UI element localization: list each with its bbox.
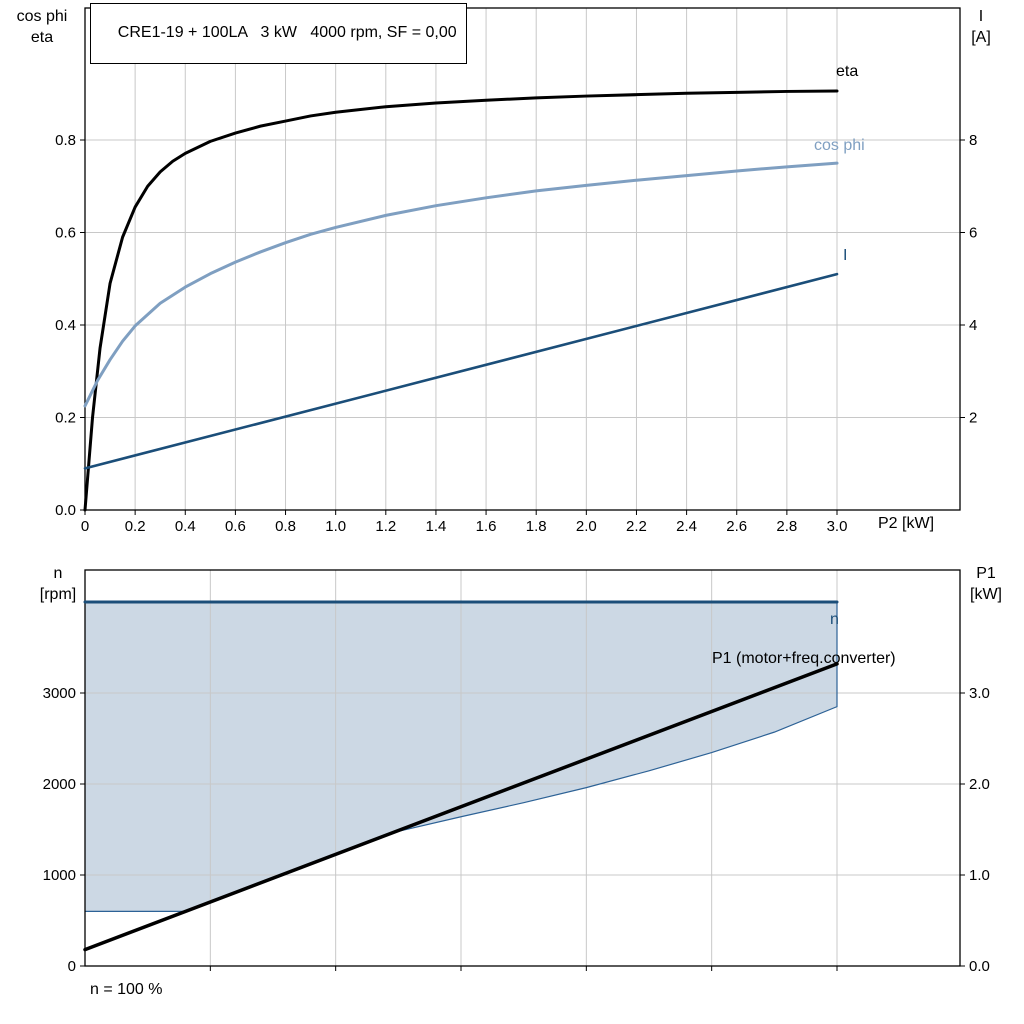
left-axis-title-line2: eta bbox=[30, 29, 54, 46]
tick-label: 0.4 bbox=[175, 518, 196, 535]
tick-label: 2.4 bbox=[676, 518, 697, 535]
tick-label: 1.2 bbox=[375, 518, 396, 535]
tick-label: 1.8 bbox=[526, 518, 547, 535]
tick-label: 0.0 bbox=[969, 958, 990, 975]
tick-label: 8 bbox=[969, 132, 977, 149]
eta-curve-label: eta bbox=[836, 63, 859, 80]
tick-label: 1000 bbox=[43, 867, 76, 884]
p1-axis-title-line2: [kW] bbox=[970, 586, 1002, 603]
series-p1-(motor+freq.converter) bbox=[83, 662, 839, 952]
tick-label: 0.0 bbox=[55, 502, 76, 519]
tick-label: 1.0 bbox=[325, 518, 346, 535]
tick-label: 0.2 bbox=[55, 410, 76, 427]
tick-label: 0.8 bbox=[55, 132, 76, 149]
left-axis-title-line1: cos phi bbox=[16, 8, 68, 25]
tick-label: 2.0 bbox=[576, 518, 597, 535]
tick-label: 6 bbox=[969, 225, 977, 242]
series-i bbox=[83, 272, 839, 470]
tick-label: 0.2 bbox=[125, 518, 146, 535]
tick-label: 2.8 bbox=[776, 518, 797, 535]
series-cos-phi bbox=[83, 161, 839, 408]
bottom-left-axis-title: n [rpm] bbox=[24, 563, 92, 605]
right-axis-title-line1: I bbox=[978, 8, 984, 25]
tick-label: 0.8 bbox=[275, 518, 296, 535]
tick-label: 0 bbox=[68, 958, 76, 975]
x-axis-title: P2 [kW] bbox=[878, 515, 935, 532]
tick-label: 1.0 bbox=[969, 867, 990, 884]
tick-label: 2.2 bbox=[626, 518, 647, 535]
plot-frame bbox=[84, 569, 961, 967]
tick-label: 2.6 bbox=[726, 518, 747, 535]
p1-curve-label: P1 (motor+freq.converter) bbox=[712, 650, 896, 667]
top-right-axis-title: I [A] bbox=[955, 6, 1007, 48]
bottom-right-axis-title: P1 [kW] bbox=[957, 563, 1015, 605]
tick-label: 1.6 bbox=[476, 518, 497, 535]
tick-label: 2 bbox=[969, 410, 977, 427]
series-eta bbox=[83, 89, 839, 512]
right-axis-title-line2: [A] bbox=[971, 29, 991, 46]
tick-label: 2000 bbox=[43, 776, 76, 793]
top-left-axis-title: cos phi eta bbox=[4, 6, 80, 48]
tick-label: 3000 bbox=[43, 685, 76, 702]
tick-label: 0 bbox=[81, 518, 89, 535]
tick-label: 2.0 bbox=[969, 776, 990, 793]
tick-label: 3.0 bbox=[827, 518, 848, 535]
plot-frame bbox=[84, 7, 961, 511]
chart-title: CRE1-19 + 100LA 3 kW 4000 rpm, SF = 0,00 bbox=[117, 24, 457, 41]
tick-label: 4 bbox=[969, 317, 977, 334]
tick-label: 0.6 bbox=[55, 225, 76, 242]
chart-title-box: CRE1-19 + 100LA 3 kW 4000 rpm, SF = 0,00 bbox=[90, 3, 467, 64]
speed-axis-title-line2: [rpm] bbox=[39, 586, 77, 603]
p1-axis-title-line1: P1 bbox=[976, 565, 996, 582]
speed-axis-title-line1: n bbox=[53, 565, 63, 582]
speed-footnote: n = 100 % bbox=[90, 981, 163, 998]
current-curve-label: I bbox=[843, 247, 848, 264]
tick-label: 3.0 bbox=[969, 685, 990, 702]
n-curve-label: n bbox=[830, 611, 839, 628]
cos-phi-curve-label: cos phi bbox=[814, 137, 865, 154]
tick-label: 0.6 bbox=[225, 518, 246, 535]
tick-label: 0.4 bbox=[55, 317, 76, 334]
tick-label: 1.4 bbox=[426, 518, 447, 535]
